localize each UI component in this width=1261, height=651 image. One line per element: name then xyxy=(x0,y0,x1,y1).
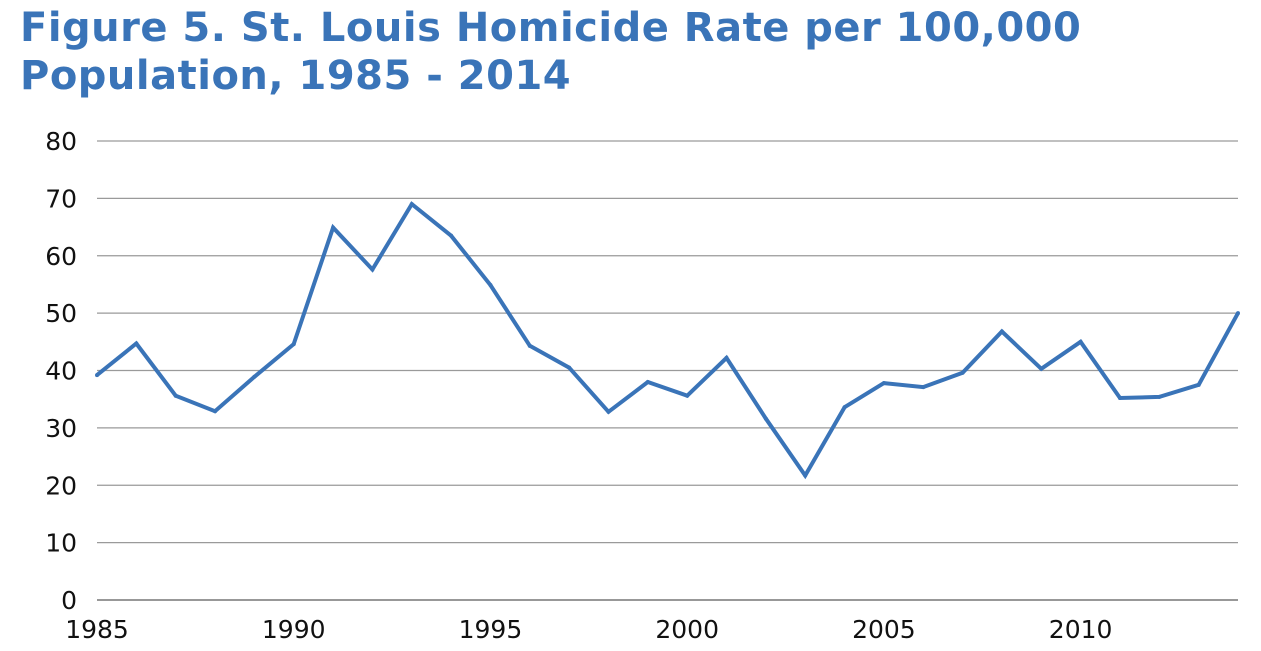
y-tick-label: 0 xyxy=(61,586,77,615)
data-point xyxy=(999,329,1004,334)
x-axis-ticks: 1985 1990 1995 2000 2005 2010 xyxy=(65,615,1112,644)
data-point xyxy=(606,409,611,414)
chart-title: Figure 5. St. Louis Homicide Rate per 10… xyxy=(20,5,1082,99)
data-point xyxy=(173,393,178,398)
data-point xyxy=(645,379,650,384)
data-point xyxy=(1236,311,1240,316)
data-point xyxy=(1078,339,1083,344)
data-point xyxy=(921,385,926,390)
data-point xyxy=(724,355,729,360)
data-point xyxy=(1117,396,1122,401)
data-point xyxy=(331,225,336,230)
y-tick-label: 10 xyxy=(45,529,77,558)
x-tick-label: 1995 xyxy=(459,615,523,644)
x-tick-label: 1985 xyxy=(65,615,129,644)
y-tick-label: 40 xyxy=(45,357,77,386)
data-point xyxy=(1196,382,1201,387)
y-tick-label: 70 xyxy=(45,184,77,213)
data-point xyxy=(763,416,768,421)
data-point xyxy=(960,370,965,375)
data-point xyxy=(409,202,414,207)
gridlines xyxy=(97,140,1238,601)
x-tick-label: 2010 xyxy=(1049,615,1113,644)
data-point xyxy=(567,365,572,370)
data-point xyxy=(291,342,296,347)
data-point xyxy=(95,373,99,378)
y-tick-label: 20 xyxy=(45,471,77,500)
x-tick-label: 2005 xyxy=(852,615,916,644)
data-point xyxy=(488,283,493,288)
data-point xyxy=(527,343,532,348)
y-tick-label: 50 xyxy=(45,299,77,328)
x-tick-label: 1990 xyxy=(262,615,326,644)
data-point xyxy=(370,267,375,272)
y-tick-label: 30 xyxy=(45,414,77,443)
y-axis-ticks: 0 10 20 30 40 50 60 70 80 xyxy=(45,127,77,615)
y-tick-label: 80 xyxy=(45,127,77,156)
y-tick-label: 60 xyxy=(45,242,77,271)
data-point xyxy=(881,381,886,386)
data-point xyxy=(685,393,690,398)
x-tick-label: 2000 xyxy=(655,615,719,644)
homicide-rate-line xyxy=(95,201,1240,480)
data-point xyxy=(252,374,257,379)
data-point xyxy=(803,473,808,478)
data-point xyxy=(134,341,139,346)
data-point xyxy=(1157,394,1162,399)
data-point xyxy=(449,233,454,238)
data-point xyxy=(842,405,847,410)
data-point xyxy=(1039,366,1044,371)
data-point xyxy=(213,409,218,414)
data-series xyxy=(95,201,1240,480)
